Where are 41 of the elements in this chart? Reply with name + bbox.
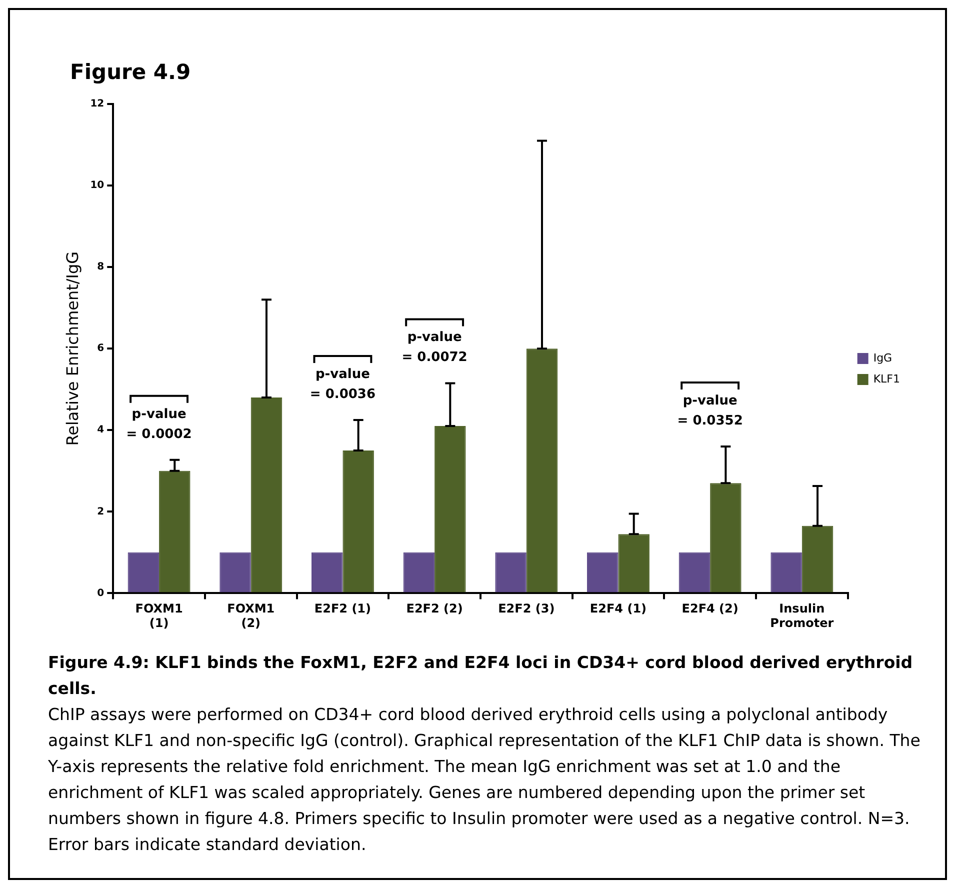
bar (710, 483, 742, 592)
y-tick-label: 2 (97, 506, 104, 518)
y-tick-label: 10 (90, 180, 104, 192)
bar (618, 534, 650, 592)
caption: Figure 4.9: KLF1 binds the FoxM1, E2F2 and E2F4 loci in CD34+ cord blood derived erythroid cells. (48, 652, 914, 700)
x-tick-label: E2F2 (2) (406, 602, 463, 616)
annotation: p-value = 0.0352 (677, 393, 743, 428)
annotation: p-value = 0.0002 (126, 406, 192, 442)
bar (128, 552, 160, 592)
x-tick-label: E2F2 (1) (314, 602, 372, 616)
y-tick-label: 6 (97, 343, 104, 354)
annotation: p-value = 0.0036 (310, 366, 376, 402)
bar (342, 450, 374, 592)
bar (159, 470, 190, 592)
x-tick-label: Insulin Promoter (770, 602, 834, 630)
bar (250, 398, 282, 592)
x-tick-label: FOXM1 (1) (135, 602, 183, 630)
chart-title: Figure 4.9 (70, 60, 192, 84)
y-tick-label: 0 (97, 588, 104, 599)
bar (587, 552, 618, 592)
annotation: p-value = 0.0072 (402, 330, 468, 366)
bar (678, 552, 710, 592)
bar (770, 552, 802, 592)
x-tick-label: E2F4 (1) (590, 602, 647, 616)
x-tick-label: FOXM1 (2) (227, 602, 275, 630)
legend-label: KLF1 (873, 372, 900, 386)
y-axis-title: Relative Enrichment/IgG (62, 251, 82, 446)
legend-label: IgG (873, 351, 892, 364)
y-tick-label: 8 (97, 262, 104, 273)
bar (495, 552, 526, 592)
bar (802, 526, 834, 592)
bar (403, 552, 435, 592)
x-tick-label: E2F4 (2) (682, 602, 738, 616)
bar (434, 426, 466, 592)
y-tick-label: 4 (97, 424, 104, 436)
text: ChIP assays were performed on CD34+ cord blood derived erythroid cells using a polyclonal antibody against KLF1 and non-specific IgG (control). Graphical representation of the KLF1 ChIP data is shown. The Y-axis represents the relative fold enrichment. The mean IgG enrichment was set at 1.0 and the enrichment of KLF1 was scaled appropriately. Genes are numbered depending upon the primer set numbers shown in figure 4.8. Primers specific to Insulin promoter were used as a negative control. N=3. Error bars indicate standard deviation. (48, 704, 922, 856)
y-tick-label: 12 (90, 98, 104, 110)
bar (526, 348, 558, 592)
x-tick-label: E2F2 (3) (498, 602, 555, 616)
bar (311, 552, 343, 592)
bar (220, 552, 251, 592)
